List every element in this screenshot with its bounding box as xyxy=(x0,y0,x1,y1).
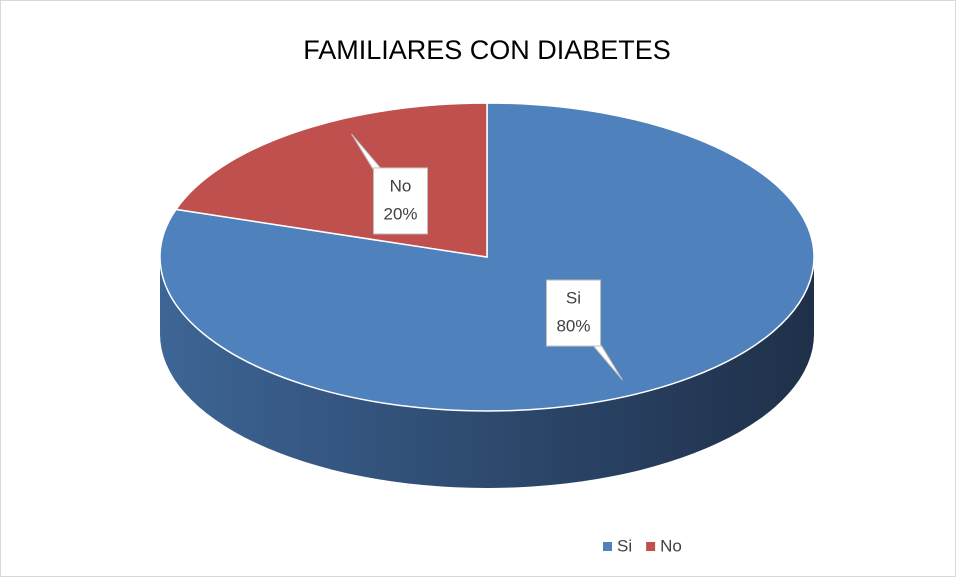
data-label-box xyxy=(373,167,429,235)
chart-title: FAMILIARES CON DIABETES xyxy=(303,35,671,65)
data-label-category: Si xyxy=(566,289,581,308)
pie-slice xyxy=(159,102,815,412)
legend-swatch xyxy=(646,542,656,551)
legend-label: No xyxy=(660,536,682,555)
pie-side xyxy=(160,257,814,488)
legend-swatch xyxy=(603,542,612,551)
data-label-box xyxy=(545,279,601,347)
data-label-category: No xyxy=(390,176,412,195)
legend-label: Si xyxy=(617,536,632,555)
data-label-value: 20% xyxy=(383,204,417,223)
data-label-value: 80% xyxy=(556,317,590,336)
